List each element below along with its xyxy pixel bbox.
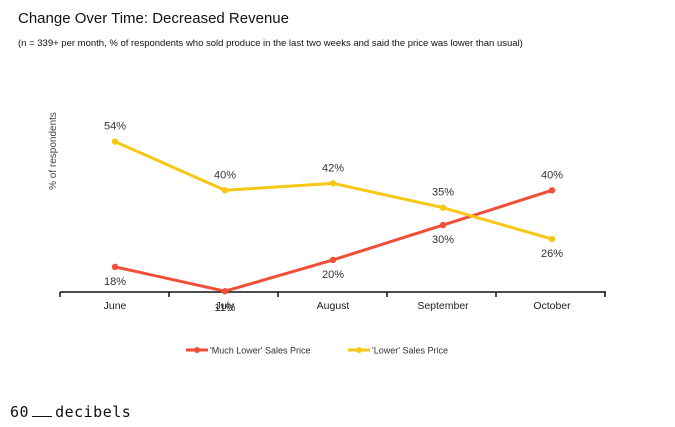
legend-label-0: 'Much Lower' Sales Price	[210, 346, 310, 356]
data-label-1-3: 35%	[432, 187, 454, 199]
x-tick-label-july: July	[216, 300, 235, 312]
data-point-0-0	[111, 263, 119, 271]
x-tick-label-september: September	[417, 300, 469, 312]
x-tick-label-october: October	[533, 300, 571, 312]
data-label-0-0: 18%	[104, 276, 126, 288]
data-label-0-4: 40%	[541, 169, 563, 181]
data-point-1-0	[111, 138, 119, 145]
data-point-1-4	[548, 235, 556, 243]
data-label-0-1: 11%	[214, 302, 235, 314]
line-chart: % of respondents June July August September O…	[48, 112, 606, 356]
data-label-1-2: 42%	[322, 162, 344, 174]
brand-underline	[32, 415, 53, 417]
data-point-0-1	[221, 288, 229, 295]
chart-title: Change Over Time: Decreased Revenue	[18, 10, 289, 27]
data-point-0-3	[439, 221, 447, 229]
data-label-1-4: 26%	[541, 248, 563, 260]
x-tick-label-august: August	[317, 300, 350, 312]
brand-suffix: decibels	[55, 403, 132, 421]
data-point-0-2	[329, 256, 337, 264]
data-label-1-0: 54%	[104, 121, 126, 133]
brand-logo: 60 decibels	[10, 403, 131, 421]
chart-subtitle: (n = 339+ per month, % of respondents wh…	[18, 38, 523, 49]
data-point-1-1	[221, 187, 229, 194]
data-label-1-1: 40%	[214, 169, 236, 181]
data-point-0-4	[548, 187, 556, 194]
x-tick-label-june: June	[104, 300, 127, 312]
data-point-1-2	[329, 180, 337, 187]
data-point-1-3	[439, 204, 447, 211]
legend-marker-1	[356, 347, 362, 353]
legend-label-1: 'Lower' Sales Price	[372, 346, 448, 356]
legend-marker-0	[194, 347, 200, 353]
y-axis-label: % of respondents	[48, 112, 59, 190]
series-line-1	[113, 140, 554, 241]
data-label-0-2: 20%	[322, 269, 344, 281]
brand-prefix: 60	[10, 403, 30, 421]
data-label-0-3: 30%	[432, 234, 454, 246]
